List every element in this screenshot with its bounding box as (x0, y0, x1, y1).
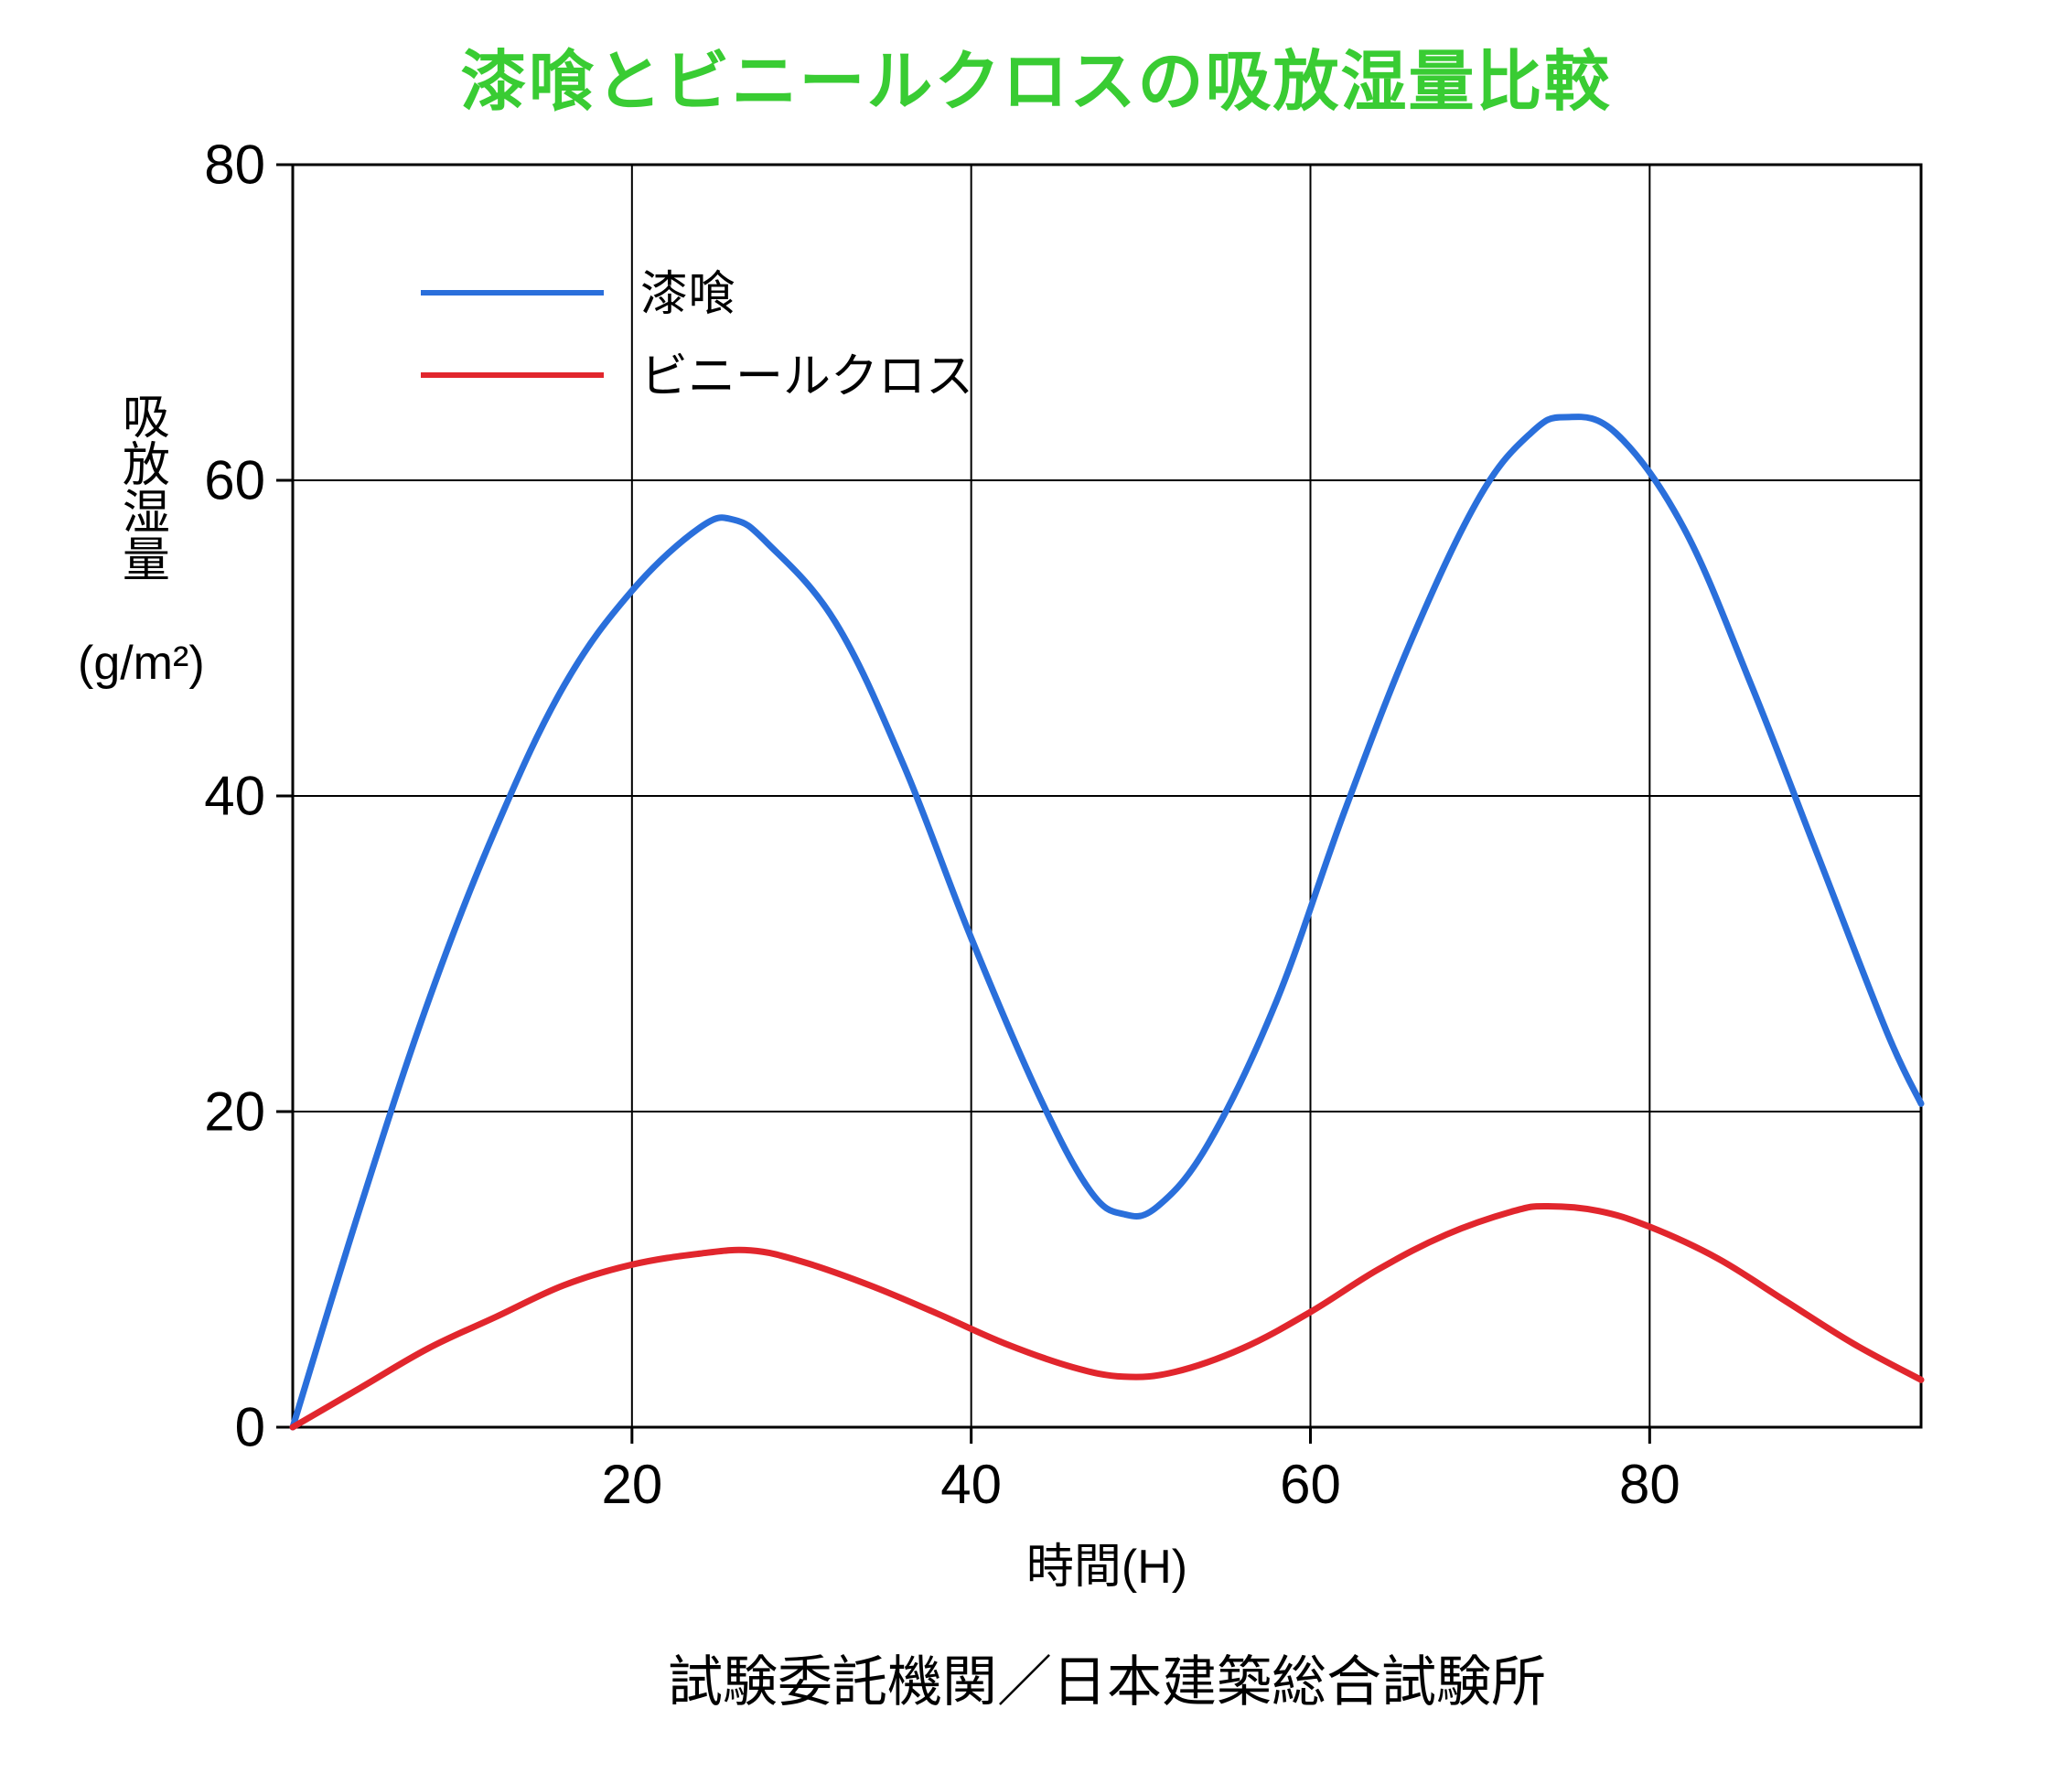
x-tick-label: 60 (1280, 1453, 1341, 1516)
y-tick-label: 80 (204, 134, 265, 197)
legend-label: ビニールクロス (640, 338, 973, 406)
plot-svg (0, 0, 2072, 1784)
x-tick-label: 20 (601, 1453, 662, 1516)
y-tick-label: 40 (204, 765, 265, 828)
x-axis-label: 時間(H) (293, 1528, 1921, 1596)
y-tick-label: 60 (204, 449, 265, 512)
y-tick-label: 20 (204, 1080, 265, 1144)
legend-label: 漆喰 (640, 255, 735, 324)
chart-footer: 試験委託機関／日本建築総合試験所 (293, 1638, 1921, 1717)
x-tick-label: 40 (940, 1453, 1002, 1516)
y-tick-label: 0 (235, 1396, 265, 1459)
x-tick-label: 80 (1619, 1453, 1680, 1516)
chart-page: 漆喰とビニールクロスの吸放湿量比較 吸放湿量 (g/m²) 時間(H) 試験委託… (0, 0, 2072, 1784)
